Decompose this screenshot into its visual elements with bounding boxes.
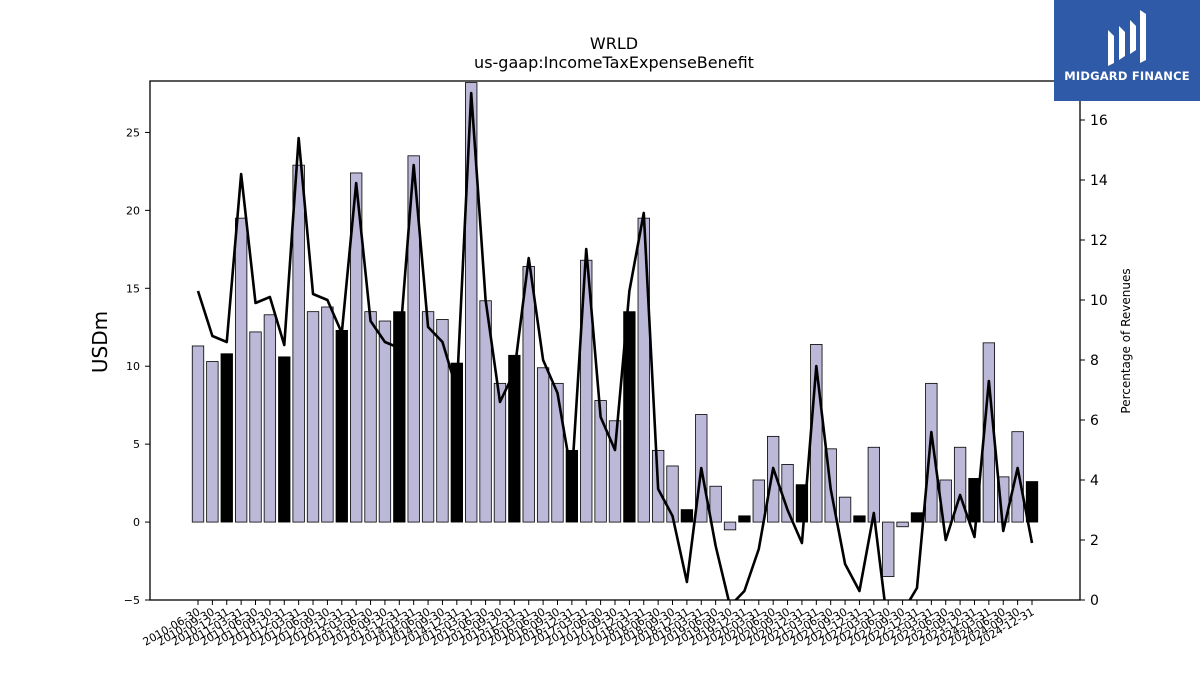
bar [508,354,521,523]
bar [493,382,507,523]
y-tick-label-right: 8 [1090,353,1099,369]
bar [364,311,377,523]
bar [465,82,478,523]
chart-title: WRLD [590,34,638,53]
y-tick-label-left: 15 [126,282,140,295]
bar [292,164,305,523]
bar [551,382,564,523]
bar [752,479,765,523]
bar [234,217,248,523]
bar [637,217,650,523]
bar-series [191,82,1039,578]
y-tick-label-left: 10 [126,360,140,373]
bar [925,382,938,523]
bar [393,311,406,523]
bar [350,172,363,523]
bar [781,464,794,523]
y-axis-right: 0 2 4 6 8 10 12 14 16 [1080,113,1108,609]
bar [191,345,205,523]
bar [867,446,880,523]
bar [436,319,449,523]
bar [882,521,895,578]
y-tick-label-right: 0 [1090,593,1099,609]
y-tick-label-right: 16 [1090,113,1108,129]
y-tick-label-left: 5 [133,438,140,451]
bar [407,155,420,523]
bar [450,362,463,523]
bar [838,496,852,523]
bar [321,306,334,523]
bar [565,449,579,523]
bar [378,320,392,523]
y-tick-label-right: 2 [1090,533,1099,549]
y-tick-label-right: 6 [1090,413,1099,429]
bar [680,509,694,523]
bar [738,515,751,523]
brand-logo: MIDGARD FINANCE [1054,0,1200,101]
bar [795,484,809,523]
y-tick-label-left: 25 [126,126,140,139]
bar [522,266,535,523]
bar [723,521,737,531]
bar [278,356,291,523]
bar [709,485,722,523]
bar [767,435,780,523]
x-axis: 2010-06-302010-09-302010-12-312011-03-31… [141,600,1037,649]
bar [335,329,348,523]
bar [421,311,435,523]
y-axis-label-left: USDm [88,311,112,373]
bar [1025,481,1039,523]
y-axis-label-right: Percentage of Revenues [1119,268,1133,413]
y-tick-label-left: −5 [124,594,140,607]
bar [536,367,550,523]
bar [206,361,219,523]
y-tick-label-right: 12 [1090,233,1108,249]
bar [853,515,866,523]
line-path [196,91,1034,600]
bar [306,311,320,523]
bar [896,521,909,528]
y-tick-label-right: 14 [1090,173,1108,189]
bar [220,353,233,523]
y-tick-label-left: 0 [133,516,140,529]
bar [953,446,967,523]
bar [249,331,262,523]
bar [1011,431,1024,523]
bar [263,314,277,523]
bar [608,420,622,523]
line-series [196,91,1034,600]
y-axis-left: −5 0 5 10 15 20 25 [124,126,150,607]
bar [910,512,924,523]
chart-subtitle: us-gaap:IncomeTaxExpenseBenefit [474,53,754,72]
bar [968,478,981,523]
y-tick-label-right: 4 [1090,473,1099,489]
bar [623,311,636,523]
y-tick-label-right: 10 [1090,293,1108,309]
bar [594,400,607,523]
y-tick-label-left: 20 [126,204,140,217]
logo-text: MIDGARD FINANCE [1064,69,1190,83]
midgard-logo-icon [1108,10,1146,66]
